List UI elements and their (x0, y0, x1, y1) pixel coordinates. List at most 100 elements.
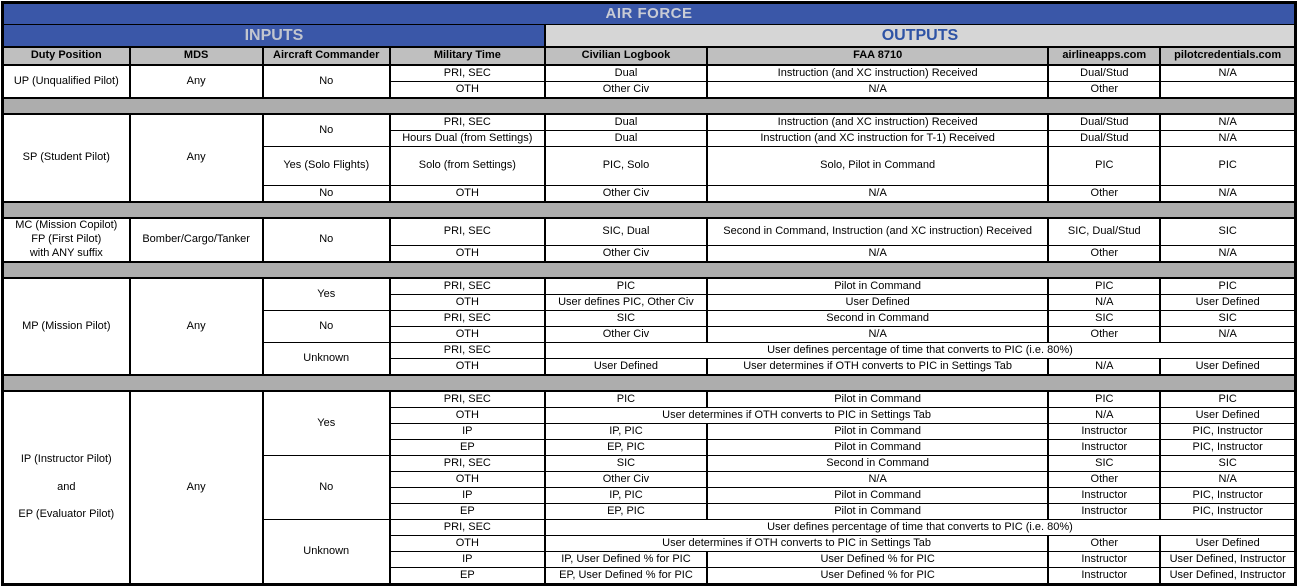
airlineapps-cell: Instructor (1047, 423, 1162, 440)
mds-cell: Bomber/Cargo/Tanker (128, 217, 264, 263)
military-time-cell: PRI, SEC (388, 342, 546, 359)
military-time-cell: OTH (388, 245, 546, 263)
col-header-faa-8710: FAA 8710 (706, 46, 1050, 66)
airlineapps-cell: PIC (1047, 390, 1162, 408)
pilotcredentials-cell: PIC (1159, 146, 1297, 186)
military-time-cell: PRI, SEC (388, 519, 546, 536)
duty-position-cell: MP (Mission Pilot) (1, 277, 131, 376)
civilian-logbook-cell: Dual (543, 113, 709, 131)
airlineapps-cell: Instructor (1047, 551, 1162, 568)
aircraft-commander-cell: No (261, 113, 391, 147)
table-row: Yes (Solo Flights) Solo (from Settings) … (3, 146, 1297, 186)
table-row: Unknown PRI, SEC User defines percentage… (3, 342, 1297, 376)
military-time-cell: PRI, SEC (388, 277, 546, 295)
airlineapps-cell: PIC (1047, 277, 1162, 295)
airlineapps-cell: Other (1047, 471, 1162, 488)
table-row: No PRI, SEC SIC Second in Command SIC SI… (3, 455, 1297, 520)
duty-position-cell: IP (Instructor Pilot) and EP (Evaluator … (1, 390, 131, 585)
military-time-cell: OTH (388, 185, 546, 203)
pilotcredentials-cell: N/A (1159, 185, 1297, 203)
faa-8710-cell: N/A (706, 326, 1050, 343)
military-time-cell: PRI, SEC (388, 64, 546, 82)
table-row: Hours Dual (from Settings) Dual Instruct… (3, 130, 1297, 147)
spanned-output-cell: User determines if OTH converts to PIC i… (543, 407, 1050, 424)
faa-8710-cell: Instruction (and XC instruction) Receive… (706, 64, 1050, 82)
table-row: SP (Student Pilot) Any No PRI, SEC Dual … (1, 113, 1297, 203)
airlineapps-cell: Other (1047, 81, 1162, 99)
pilotcredentials-cell: User Defined, Instructor (1159, 567, 1297, 585)
mds-cell: Any (128, 277, 264, 376)
pilotcredentials-cell (1159, 81, 1297, 99)
outputs-banner: OUTPUTS (543, 24, 1297, 48)
civilian-logbook-cell: PIC, Solo (543, 146, 709, 186)
col-header-civilian-logbook: Civilian Logbook (543, 46, 709, 66)
aircraft-commander-cell: No (261, 310, 391, 343)
civilian-logbook-cell: SIC (543, 310, 709, 327)
table-row: EP EP, PIC Pilot in Command Instructor P… (3, 439, 1297, 456)
table-row: MC (Mission Copilot) FP (First Pilot) wi… (1, 217, 1297, 263)
airlineapps-cell: Instructor (1047, 503, 1162, 520)
military-time-cell: Hours Dual (from Settings) (388, 130, 546, 147)
table-row: IP (Instructor Pilot) and EP (Evaluator … (1, 390, 1297, 585)
pilotcredentials-cell: PIC (1159, 390, 1297, 408)
spanned-output-cell: User determines if OTH converts to PIC i… (543, 535, 1050, 552)
banner-row: INPUTS OUTPUTS (1, 24, 1297, 48)
pilotcredentials-cell: PIC, Instructor (1159, 487, 1297, 504)
spanned-output-cell: User defines percentage of time that con… (543, 342, 1297, 359)
faa-8710-cell: Pilot in Command (706, 390, 1050, 408)
civilian-logbook-cell: EP, User Defined % for PIC (543, 567, 709, 585)
military-time-cell: PRI, SEC (388, 113, 546, 131)
airlineapps-cell: SIC (1047, 310, 1162, 327)
pilotcredentials-cell: N/A (1159, 64, 1297, 82)
pilotcredentials-cell: User Defined (1159, 294, 1297, 311)
civilian-logbook-cell: Other Civ (543, 471, 709, 488)
pilotcredentials-cell: SIC (1159, 217, 1297, 246)
inputs-banner: INPUTS (1, 24, 546, 48)
aircraft-commander-cell: Yes (261, 390, 391, 456)
airlineapps-cell: N/A (1047, 358, 1162, 376)
pilotcredentials-cell: N/A (1159, 130, 1297, 147)
separator-row (1, 374, 1297, 392)
airlineapps-cell: Other (1047, 326, 1162, 343)
separator-row (1, 201, 1297, 219)
table-row: UP (Unqualified Pilot) Any No PRI, SEC D… (1, 64, 1297, 99)
pilotcredentials-cell: N/A (1159, 245, 1297, 263)
faa-8710-cell: Second in Command, Instruction (and XC i… (706, 217, 1050, 246)
civilian-logbook-cell: EP, PIC (543, 439, 709, 456)
faa-8710-cell: Instruction (and XC instruction for T-1)… (706, 130, 1050, 147)
col-header-military-time: Military Time (388, 46, 546, 66)
civilian-logbook-cell: IP, User Defined % for PIC (543, 551, 709, 568)
pilotcredentials-cell: SIC (1159, 310, 1297, 327)
civilian-logbook-cell: PIC (543, 390, 709, 408)
faa-8710-cell: User Defined % for PIC (706, 551, 1050, 568)
duty-position-cell: UP (Unqualified Pilot) (1, 64, 131, 99)
civilian-logbook-cell: User defines PIC, Other Civ (543, 294, 709, 311)
faa-8710-cell: User determines if OTH converts to PIC i… (706, 358, 1050, 376)
page-title: AIR FORCE (1, 2, 1297, 25)
pilotcredentials-cell: PIC (1159, 277, 1297, 295)
military-time-cell: PRI, SEC (388, 455, 546, 472)
pilotcredentials-cell: PIC, Instructor (1159, 503, 1297, 520)
duty-position-cell: MC (Mission Copilot) FP (First Pilot) wi… (1, 217, 131, 263)
aircraft-commander-cell: No (261, 455, 391, 520)
airlineapps-cell: Instructor (1047, 487, 1162, 504)
col-header-duty-position: Duty Position (1, 46, 131, 66)
aircraft-commander-cell: Unknown (261, 342, 391, 376)
col-header-airlineapps: airlineapps.com (1047, 46, 1162, 66)
separator-row (1, 261, 1297, 279)
civilian-logbook-cell: SIC, Dual (543, 217, 709, 246)
military-time-cell: OTH (388, 407, 546, 424)
table-row: No OTH Other Civ N/A Other N/A (3, 185, 1297, 203)
aircraft-commander-cell: Yes (Solo Flights) (261, 146, 391, 186)
airlineapps-cell: Other (1047, 535, 1162, 552)
faa-8710-cell: Pilot in Command (706, 277, 1050, 295)
airlineapps-cell: Other (1047, 185, 1162, 203)
faa-8710-cell: Solo, Pilot in Command (706, 146, 1050, 186)
military-time-cell: OTH (388, 326, 546, 343)
military-time-cell: Solo (from Settings) (388, 146, 546, 186)
mds-cell: Any (128, 390, 264, 585)
military-time-cell: PRI, SEC (388, 390, 546, 408)
faa-8710-cell: User Defined % for PIC (706, 567, 1050, 585)
table-row: No PRI, SEC SIC Second in Command SIC SI… (3, 310, 1297, 343)
